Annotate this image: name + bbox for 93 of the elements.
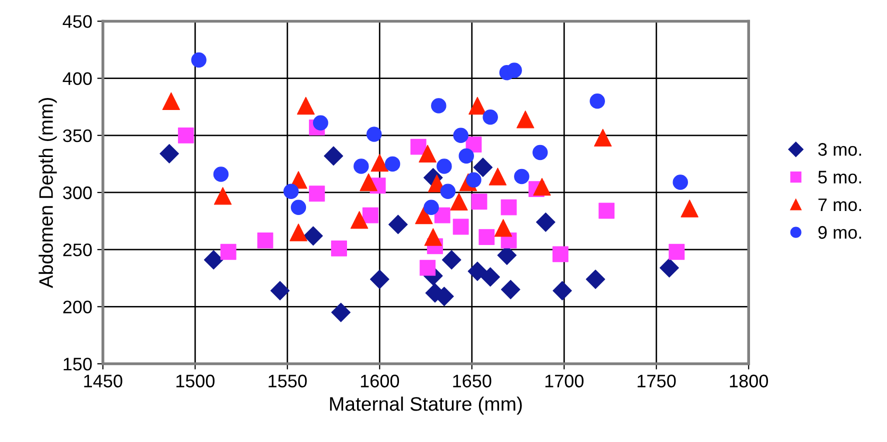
- point: [290, 200, 306, 215]
- point: [191, 52, 206, 68]
- point: [468, 96, 486, 115]
- legend-label: 7 mo.: [818, 198, 862, 212]
- y-axis-title: Abdomen Depth (mm): [38, 98, 57, 288]
- legend-label: 3 mo.: [818, 143, 862, 156]
- point: [213, 166, 229, 182]
- point: [162, 92, 180, 110]
- point: [424, 228, 442, 246]
- point: [552, 281, 572, 300]
- point: [458, 148, 474, 164]
- point: [478, 229, 495, 245]
- point: [384, 156, 400, 172]
- x-tick-label: 1600: [360, 374, 400, 388]
- point: [594, 128, 612, 147]
- point: [270, 281, 290, 300]
- point: [388, 214, 408, 234]
- point: [415, 206, 433, 224]
- point: [506, 62, 522, 78]
- x-tick-label: 1650: [453, 374, 492, 388]
- x-tick-label: 1550: [268, 374, 307, 388]
- point: [680, 200, 698, 218]
- point: [220, 244, 236, 260]
- point: [532, 144, 548, 160]
- point: [420, 260, 436, 276]
- y-tick-label: 350: [63, 129, 92, 142]
- point: [290, 224, 308, 242]
- x-tick-label: 1450: [84, 374, 122, 388]
- x-axis-title: Maternal Stature (mm): [330, 396, 522, 415]
- x-tick-label: 1750: [638, 374, 676, 388]
- point: [410, 138, 426, 155]
- point: [418, 144, 436, 163]
- point: [331, 302, 351, 322]
- point: [536, 212, 556, 232]
- point: [453, 128, 468, 144]
- x-tick-label: 1500: [176, 374, 215, 388]
- point: [370, 270, 390, 289]
- point: [514, 168, 530, 184]
- point: [360, 173, 378, 192]
- point: [480, 267, 500, 287]
- x-tick-label: 1800: [730, 374, 768, 388]
- point: [590, 94, 605, 109]
- point: [214, 187, 232, 205]
- y-tick-label: 250: [63, 244, 92, 256]
- point: [257, 232, 274, 248]
- y-tick-label: 200: [63, 300, 92, 314]
- point: [452, 218, 469, 235]
- point: [488, 168, 507, 186]
- x-tick-label: 1700: [545, 374, 584, 388]
- y-tick-label: 450: [62, 15, 92, 28]
- legend-label: 5 mo.: [818, 170, 862, 184]
- point: [500, 199, 517, 216]
- point: [431, 98, 446, 114]
- point: [366, 126, 382, 142]
- point: [672, 174, 688, 190]
- y-tick-label: 400: [62, 72, 92, 86]
- point: [304, 226, 323, 246]
- point: [204, 250, 224, 270]
- point: [370, 154, 388, 172]
- point: [440, 184, 456, 199]
- point: [516, 110, 534, 128]
- point: [160, 144, 179, 164]
- point: [660, 258, 679, 278]
- legend-label: 9 mo.: [818, 226, 862, 239]
- point: [283, 184, 299, 199]
- point: [598, 202, 615, 219]
- point: [436, 158, 452, 174]
- point: [354, 158, 369, 174]
- point: [442, 250, 462, 270]
- point: [552, 246, 568, 262]
- point: [450, 192, 468, 210]
- point: [331, 240, 348, 256]
- y-tick-label: 150: [64, 358, 92, 370]
- point: [482, 109, 498, 125]
- point: [308, 186, 325, 202]
- point: [468, 262, 488, 281]
- y-tick-label: 300: [63, 186, 92, 200]
- point: [434, 207, 450, 224]
- point: [500, 280, 520, 300]
- point: [471, 194, 488, 210]
- point: [424, 200, 439, 215]
- point: [533, 178, 551, 196]
- point: [350, 211, 368, 229]
- point: [312, 115, 328, 130]
- point: [466, 172, 482, 188]
- point: [324, 146, 344, 166]
- point: [296, 96, 315, 115]
- point: [362, 207, 378, 224]
- point: [586, 270, 606, 289]
- point: [473, 158, 493, 178]
- point: [178, 127, 194, 144]
- point: [494, 219, 512, 237]
- point: [668, 244, 685, 260]
